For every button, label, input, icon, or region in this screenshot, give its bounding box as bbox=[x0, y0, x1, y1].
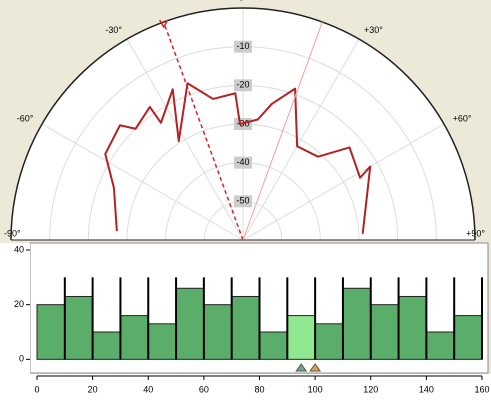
x-tick-label: 60 bbox=[199, 384, 209, 394]
bar bbox=[36, 304, 66, 360]
rtick-bg bbox=[234, 79, 252, 92]
y-axis-area bbox=[0, 243, 30, 374]
x-tick-label: 40 bbox=[143, 384, 153, 394]
x-tick-label: 100 bbox=[308, 384, 323, 394]
bar bbox=[286, 315, 316, 360]
bar bbox=[259, 331, 288, 360]
bar bbox=[453, 315, 483, 360]
bar bbox=[425, 331, 455, 360]
polar-rim bbox=[10, 7, 476, 241]
x-tick-label: 160 bbox=[474, 384, 489, 394]
angle-label: -30° bbox=[105, 25, 122, 35]
y-tick-label: 0 bbox=[19, 354, 24, 364]
spoke bbox=[242, 38, 360, 241]
bar bbox=[175, 287, 205, 360]
pattern-line bbox=[104, 82, 372, 234]
angle-label: +30° bbox=[364, 25, 383, 35]
bar bbox=[92, 331, 121, 360]
bar bbox=[314, 323, 344, 360]
rtick-bg bbox=[234, 40, 252, 53]
bar bbox=[119, 315, 149, 360]
spoke bbox=[126, 38, 244, 241]
spoke bbox=[41, 123, 244, 241]
x-axis-area bbox=[0, 374, 491, 400]
bar bbox=[342, 287, 372, 360]
x-tick-label: 0 bbox=[34, 384, 39, 394]
angle-label: +90° bbox=[466, 228, 485, 238]
bar bbox=[64, 295, 94, 360]
bar bbox=[370, 304, 400, 360]
angle-label: -90° bbox=[4, 228, 21, 238]
bar bbox=[203, 304, 233, 360]
rtick-label: -50 bbox=[236, 196, 249, 206]
marker-line bbox=[162, 21, 244, 241]
cursor bbox=[295, 363, 308, 372]
marker-line bbox=[242, 21, 323, 241]
rtick-label: -20 bbox=[236, 80, 249, 90]
angle-label: +60° bbox=[453, 113, 472, 123]
spoke bbox=[242, 123, 445, 241]
angle-label: -60° bbox=[17, 113, 34, 123]
rtick-label: -40 bbox=[236, 157, 249, 167]
x-tick-label: 20 bbox=[88, 384, 98, 394]
x-tick-label: 140 bbox=[419, 384, 434, 394]
x-tick-label: 120 bbox=[363, 384, 378, 394]
angle-label: 0° bbox=[239, 0, 248, 2]
y-tick-label: 40 bbox=[14, 244, 24, 254]
y-tick-label: 20 bbox=[14, 299, 24, 309]
bar bbox=[398, 295, 427, 360]
rtick-label: -10 bbox=[236, 41, 249, 51]
bar bbox=[231, 295, 260, 360]
marker-head bbox=[158, 19, 169, 29]
bar bbox=[147, 323, 177, 360]
rtick-bg bbox=[234, 195, 252, 208]
cursor bbox=[309, 363, 322, 372]
rtick-bg bbox=[234, 156, 252, 169]
x-tick-label: 80 bbox=[254, 384, 264, 394]
